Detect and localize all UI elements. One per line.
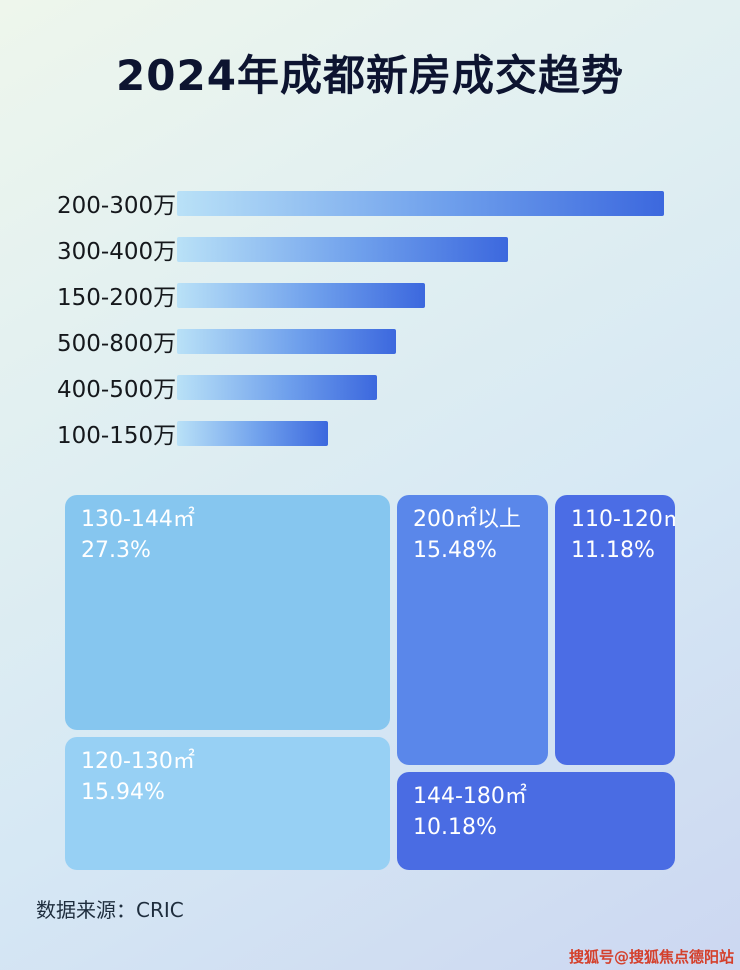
bar-category-label: 500-800万 — [57, 331, 177, 357]
bar-track — [177, 190, 669, 216]
treemap-box-110-120㎡: 110-120㎡ 11.18% — [555, 495, 675, 765]
bar-track — [177, 374, 669, 400]
price-band-bar-chart: 200-300万 300-400万 150-200万 500-800万 400-500万… — [57, 180, 669, 456]
treemap-box-144-180㎡: 144-180㎡ 10.18% — [397, 772, 675, 870]
treemap-box-label: 120-130㎡ — [81, 749, 195, 774]
bar-row: 200-300万 — [57, 180, 669, 226]
treemap-box-200㎡以上: 200㎡以上 15.48% — [397, 495, 548, 765]
bar-track — [177, 282, 669, 308]
treemap-box-value: 27.3% — [81, 537, 151, 563]
treemap-box-value: 15.48% — [413, 537, 497, 563]
area-band-treemap: 130-144㎡ 27.3% 120-130㎡ 15.94% 200㎡以上 15.48% 1… — [65, 495, 675, 870]
page-title: 2024年成都新房成交趋势 — [116, 51, 624, 100]
bar-row: 150-200万 — [57, 272, 669, 318]
treemap-box-label: 110-120㎡ — [571, 507, 675, 532]
bar-150-200万 — [177, 282, 426, 308]
bar-category-label: 200-300万 — [57, 193, 177, 219]
bar-track — [177, 420, 669, 446]
treemap-box-label: 200㎡以上 — [413, 507, 521, 532]
treemap-box-value: 11.18% — [571, 537, 655, 563]
bar-track — [177, 328, 669, 354]
bar-100-150万 — [177, 420, 328, 446]
bar-row: 500-800万 — [57, 318, 669, 364]
treemap-box-label: 130-144㎡ — [81, 507, 195, 532]
bar-500-800万 — [177, 328, 397, 354]
bar-category-label: 150-200万 — [57, 285, 177, 311]
bar-row: 100-150万 — [57, 410, 669, 456]
data-source-label: 数据来源：CRIC — [36, 898, 184, 922]
treemap-box-value: 15.94% — [81, 779, 165, 805]
bar-row: 300-400万 — [57, 226, 669, 272]
bar-category-label: 300-400万 — [57, 239, 177, 265]
bar-category-label: 400-500万 — [57, 377, 177, 403]
bar-200-300万 — [177, 190, 665, 216]
treemap-box-label: 144-180㎡ — [413, 784, 527, 809]
bar-300-400万 — [177, 236, 509, 262]
treemap-box-120-130㎡: 120-130㎡ 15.94% — [65, 737, 390, 870]
bar-category-label: 100-150万 — [57, 423, 177, 449]
bar-row: 400-500万 — [57, 364, 669, 410]
treemap-box-value: 10.18% — [413, 814, 497, 840]
bar-track — [177, 236, 669, 262]
bar-400-500万 — [177, 374, 377, 400]
treemap-box-130-144㎡: 130-144㎡ 27.3% — [65, 495, 390, 730]
watermark-text: 搜狐号@搜狐焦点德阳站 — [568, 948, 734, 966]
